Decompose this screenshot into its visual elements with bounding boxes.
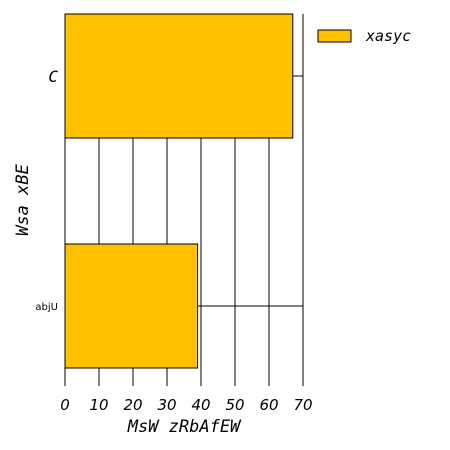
bar-C: [64, 13, 294, 139]
x-tick-label: 70: [293, 396, 312, 414]
x-axis-label: MsW zRbAfEW: [127, 417, 242, 437]
x-tick-labels: 0 10 20 30 40 50 60 70: [60, 396, 312, 414]
y-tick-label: abjU: [35, 302, 58, 313]
y-axis-label: Wsa xBE: [13, 163, 33, 235]
legend-swatch: [317, 29, 352, 43]
x-tick-label: 30: [157, 396, 176, 414]
legend: xasyc: [317, 27, 411, 45]
y-tick-labels: abjU C: [35, 67, 58, 313]
legend-label: xasyc: [365, 27, 411, 45]
x-tick-label: 60: [259, 396, 278, 414]
y-tick-label: C: [48, 67, 58, 86]
x-tick-label: 0: [60, 396, 70, 414]
bar-abjU: [64, 243, 199, 369]
bars: [64, 13, 294, 369]
x-tick-label: 50: [225, 396, 244, 414]
x-tick-label: 40: [191, 396, 210, 414]
x-tick-label: 10: [89, 396, 108, 414]
x-tick-label: 20: [123, 396, 142, 414]
